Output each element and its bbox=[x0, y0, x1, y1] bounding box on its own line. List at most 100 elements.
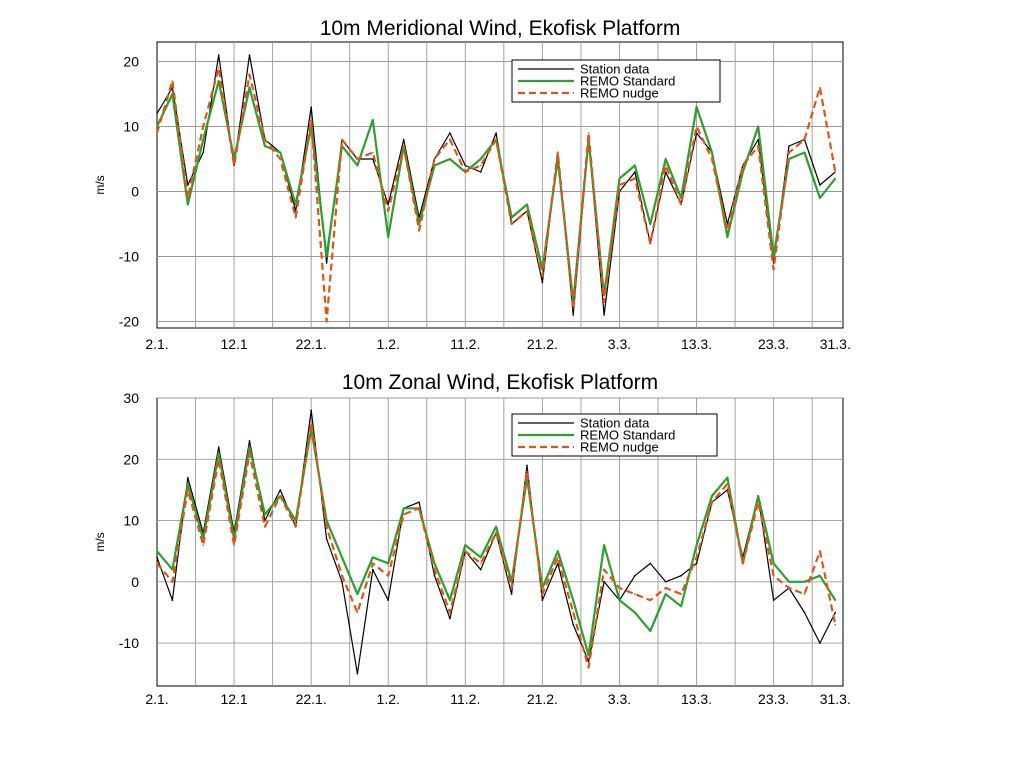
x-tick-label: 1.2. bbox=[377, 336, 400, 352]
data-point bbox=[325, 320, 328, 323]
data-point bbox=[341, 581, 343, 583]
legend-entry: REMO nudge bbox=[580, 440, 659, 455]
data-point bbox=[279, 495, 282, 497]
data-point bbox=[634, 574, 636, 577]
data-point bbox=[387, 210, 390, 212]
data-point bbox=[526, 203, 528, 206]
data-point bbox=[464, 171, 467, 173]
data-point bbox=[248, 73, 251, 76]
legend-entry: Station data bbox=[580, 416, 650, 431]
x-tick-label: 1.2. bbox=[377, 691, 400, 707]
data-point bbox=[711, 501, 713, 503]
data-point bbox=[449, 158, 451, 160]
data-point bbox=[819, 574, 821, 577]
data-point bbox=[495, 138, 497, 141]
data-point bbox=[634, 177, 636, 180]
data-point bbox=[695, 544, 698, 546]
data-point bbox=[788, 145, 790, 147]
data-point bbox=[772, 562, 775, 565]
y-tick-label: 10 bbox=[123, 119, 139, 135]
data-point bbox=[279, 489, 282, 491]
data-point bbox=[819, 642, 821, 644]
data-point bbox=[449, 617, 451, 620]
data-point bbox=[279, 158, 282, 160]
data-point bbox=[372, 556, 374, 559]
data-point bbox=[711, 158, 713, 160]
data-point bbox=[618, 587, 621, 589]
data-point bbox=[372, 151, 374, 154]
data-point bbox=[587, 132, 590, 134]
data-point bbox=[757, 145, 760, 147]
data-point bbox=[264, 138, 266, 141]
data-point bbox=[387, 203, 390, 206]
data-point bbox=[834, 611, 837, 614]
data-point bbox=[587, 666, 590, 669]
data-point bbox=[202, 138, 205, 141]
data-point bbox=[510, 587, 513, 589]
data-point bbox=[372, 158, 374, 160]
data-point bbox=[510, 593, 513, 595]
y-tick-label: -10 bbox=[119, 249, 139, 265]
data-point bbox=[680, 593, 682, 595]
data-point bbox=[819, 550, 821, 552]
data-point bbox=[757, 495, 760, 497]
data-point bbox=[834, 599, 837, 602]
y-axis-label: m/s bbox=[93, 532, 107, 551]
x-tick-label: 12.1 bbox=[220, 336, 247, 352]
data-point bbox=[572, 307, 575, 310]
data-point bbox=[156, 550, 158, 552]
x-tick-label: 21.2. bbox=[527, 691, 558, 707]
x-tick-label: 21.2. bbox=[527, 336, 558, 352]
chart-title: 10m Meridional Wind, Ekofisk Platform bbox=[320, 17, 681, 40]
data-point bbox=[433, 158, 436, 160]
data-point bbox=[294, 203, 297, 206]
data-point bbox=[649, 630, 652, 632]
data-point bbox=[325, 538, 328, 540]
data-point bbox=[649, 242, 652, 245]
x-tick-label: 23.3. bbox=[758, 336, 789, 352]
x-tick-label: 2.1. bbox=[145, 336, 168, 352]
data-point bbox=[834, 171, 837, 173]
x-tick-label: 11.2. bbox=[450, 336, 480, 352]
data-point bbox=[248, 446, 251, 448]
data-point bbox=[310, 409, 312, 412]
data-point bbox=[695, 125, 698, 128]
data-point bbox=[711, 495, 713, 497]
data-point bbox=[479, 568, 482, 571]
series-line bbox=[156, 421, 837, 669]
data-point bbox=[803, 611, 806, 614]
data-point bbox=[618, 184, 621, 186]
y-axis-label: m/s bbox=[93, 175, 107, 194]
data-point bbox=[572, 314, 575, 316]
data-point bbox=[603, 581, 605, 583]
data-point bbox=[202, 125, 205, 128]
data-point bbox=[495, 132, 497, 134]
data-point bbox=[634, 164, 636, 167]
data-point bbox=[541, 275, 544, 277]
data-point bbox=[264, 513, 266, 516]
data-point bbox=[557, 151, 559, 154]
data-point bbox=[217, 452, 220, 454]
data-point bbox=[294, 519, 297, 522]
legend-entry: REMO Standard bbox=[580, 74, 675, 89]
data-point bbox=[819, 86, 821, 89]
data-point bbox=[510, 223, 513, 225]
data-point bbox=[788, 587, 790, 589]
x-tick-label: 2.1. bbox=[145, 691, 168, 707]
data-point bbox=[433, 568, 436, 571]
data-point bbox=[325, 525, 328, 528]
data-point bbox=[310, 119, 312, 121]
data-point bbox=[479, 171, 482, 173]
data-point bbox=[387, 236, 390, 238]
data-point bbox=[202, 151, 205, 154]
data-point bbox=[449, 132, 451, 134]
x-tick-label: 3.3. bbox=[608, 691, 631, 707]
series-remo-nudge bbox=[156, 421, 837, 669]
x-tick-label: 13.3. bbox=[681, 691, 712, 707]
x-tick-label: 12.1 bbox=[220, 691, 247, 707]
y-tick-label: 0 bbox=[131, 184, 139, 200]
data-point bbox=[741, 562, 744, 565]
